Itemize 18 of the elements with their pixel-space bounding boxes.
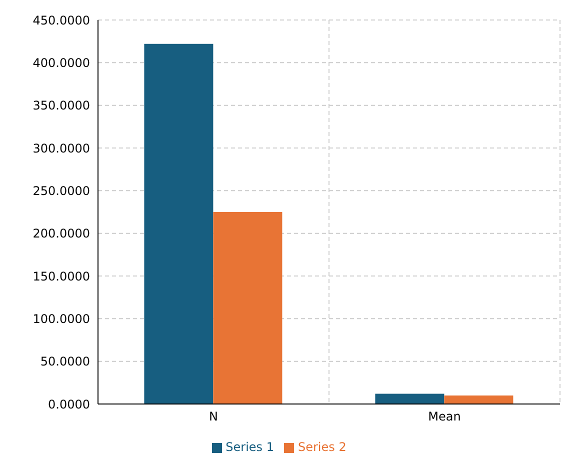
legend-label: Series 2	[298, 440, 346, 454]
y-tick-label: 100.0000	[32, 312, 90, 326]
y-tick-label: 300.0000	[32, 141, 90, 156]
x-tick-label: N	[209, 410, 218, 424]
y-tick-label: 50.0000	[40, 354, 90, 369]
y-tick-label: 0.0000	[48, 397, 90, 412]
bar	[213, 212, 282, 404]
y-tick-label: 250.0000	[32, 184, 90, 198]
y-tick-label: 450.0000	[32, 13, 90, 28]
bar	[375, 394, 444, 404]
legend-label: Series 1	[226, 440, 274, 454]
y-tick-label: 150.0000	[32, 269, 90, 284]
y-tick-label: 350.0000	[32, 98, 90, 113]
x-tick-label: Mean	[428, 410, 461, 424]
bar	[144, 44, 214, 404]
y-tick-label: 200.0000	[32, 226, 90, 241]
bar	[444, 395, 514, 404]
y-tick-label: 400.0000	[32, 56, 90, 70]
